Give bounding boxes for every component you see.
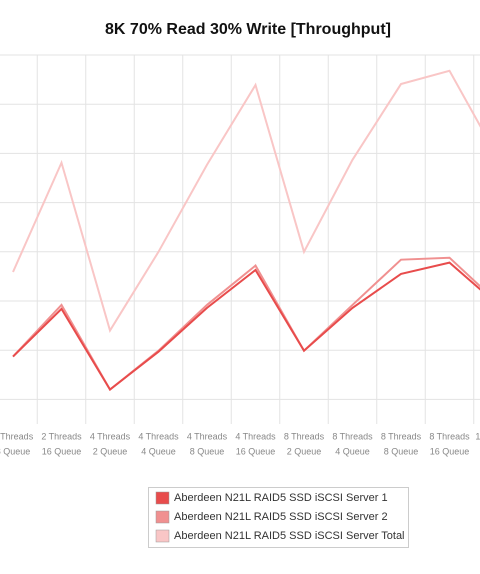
x-tick-label: 16 Queue xyxy=(430,446,470,456)
legend-swatch xyxy=(155,529,170,543)
chart-title: 8K 70% Read 30% Write [Throughput] xyxy=(105,21,391,38)
x-tick-label: 2 Threads xyxy=(41,431,82,441)
x-tick-label: 8 Threads xyxy=(381,431,422,441)
legend-label: Aberdeen N21L RAID5 SSD iSCSI Server 2 xyxy=(174,511,388,523)
x-tick-label: 4 Threads xyxy=(90,431,131,441)
x-tick-label: 8 Queue xyxy=(190,446,225,456)
legend-label: Aberdeen N21L RAID5 SSD iSCSI Server Tot… xyxy=(174,530,405,542)
x-tick-label: 4 Queue xyxy=(141,446,176,456)
x-tick-label: 4 Threads xyxy=(138,431,179,441)
x-tick-label: 8 Threads xyxy=(284,431,325,441)
x-tick-label: 8 Threads xyxy=(429,431,470,441)
x-tick-label: 16 Queue xyxy=(42,446,82,456)
legend-swatch xyxy=(155,510,170,524)
x-tick-label: 4 Threads xyxy=(187,431,228,441)
x-tick-label: 16 Queue xyxy=(236,446,276,456)
x-tick-label: 16 Threads xyxy=(475,431,480,441)
series-line xyxy=(12,69,480,333)
legend-box xyxy=(148,487,409,548)
series-line xyxy=(12,261,480,392)
x-tick-label: 2 Queue xyxy=(287,446,322,456)
x-tick-label: 8 Queue xyxy=(0,446,30,456)
x-tick-label: 8 Threads xyxy=(332,431,373,441)
x-tick-label: 2 Queue xyxy=(93,446,128,456)
x-tick-label: 2 Threads xyxy=(0,431,34,441)
legend-label: Aberdeen N21L RAID5 SSD iSCSI Server 1 xyxy=(174,492,388,504)
legend-swatch xyxy=(155,491,170,505)
x-tick-label: 4 Queue xyxy=(335,446,370,456)
x-tick-label: 4 Threads xyxy=(235,431,276,441)
x-tick-label: 8 Queue xyxy=(384,446,419,456)
